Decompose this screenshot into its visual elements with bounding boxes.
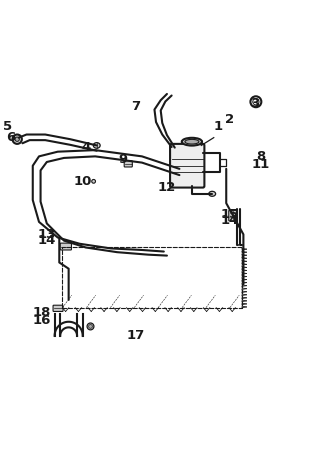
Text: 3: 3 — [250, 97, 259, 110]
Text: 5: 5 — [3, 120, 12, 133]
FancyBboxPatch shape — [124, 161, 132, 167]
Text: 16: 16 — [33, 314, 51, 327]
Text: 18: 18 — [33, 306, 51, 319]
Text: 14: 14 — [220, 214, 238, 227]
Ellipse shape — [15, 137, 19, 142]
Text: 14: 14 — [37, 234, 56, 247]
Ellipse shape — [209, 191, 216, 196]
Text: 1: 1 — [214, 120, 223, 133]
Text: 7: 7 — [131, 100, 140, 113]
Ellipse shape — [93, 142, 100, 148]
Text: 8: 8 — [256, 150, 265, 163]
Text: 11: 11 — [251, 158, 270, 171]
Text: 13: 13 — [37, 228, 56, 241]
Text: 2: 2 — [225, 113, 234, 126]
Text: 4: 4 — [81, 141, 90, 153]
Ellipse shape — [185, 139, 199, 144]
Text: 17: 17 — [127, 329, 145, 342]
Text: 9: 9 — [119, 153, 128, 166]
Text: 10: 10 — [73, 175, 92, 188]
Ellipse shape — [92, 180, 95, 183]
Text: 6: 6 — [6, 131, 15, 144]
Text: 12: 12 — [158, 181, 176, 194]
Ellipse shape — [87, 323, 94, 330]
FancyBboxPatch shape — [170, 144, 204, 188]
FancyBboxPatch shape — [229, 210, 237, 221]
FancyBboxPatch shape — [60, 243, 72, 250]
FancyBboxPatch shape — [53, 305, 63, 312]
Ellipse shape — [182, 138, 202, 146]
Ellipse shape — [13, 134, 22, 144]
Ellipse shape — [89, 324, 92, 328]
Text: 15: 15 — [220, 208, 238, 220]
